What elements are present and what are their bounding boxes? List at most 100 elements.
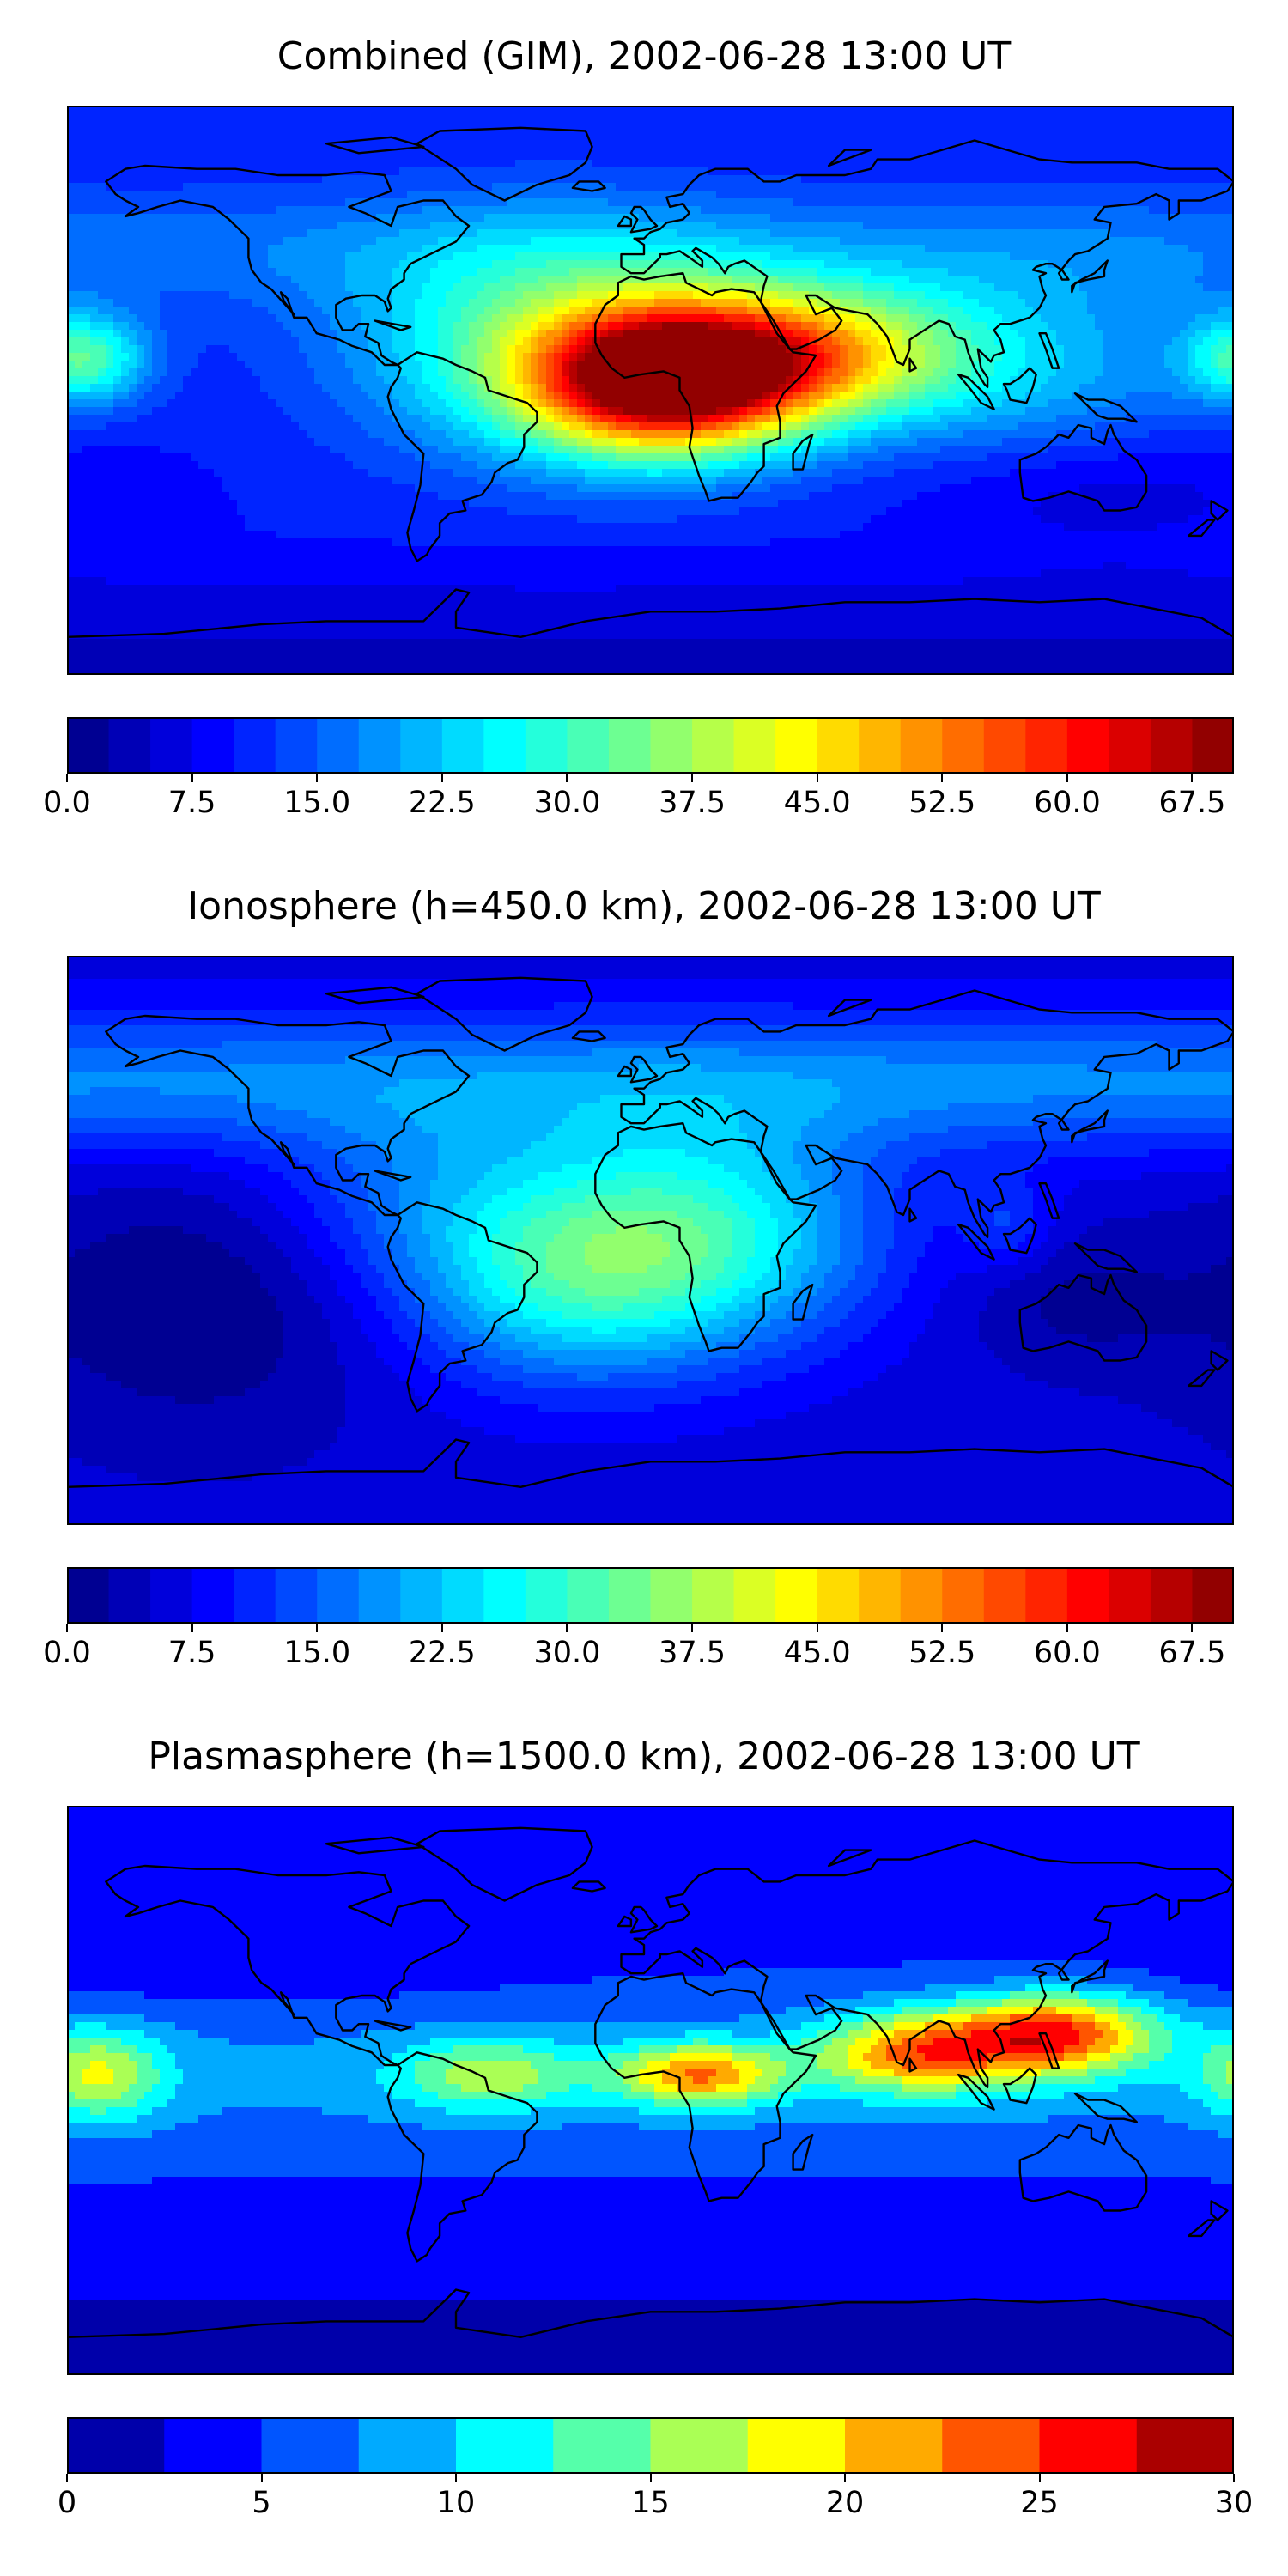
tick-mark <box>66 774 68 782</box>
tick-mark <box>455 2474 457 2482</box>
coastline <box>1188 1369 1216 1388</box>
tick-mark <box>566 774 568 782</box>
colorbar-segment <box>164 2417 263 2474</box>
colorbar-segment <box>108 1567 151 1624</box>
colorbar-segment <box>1150 1567 1194 1624</box>
coastline <box>957 2073 995 2111</box>
colorbar-segment <box>234 717 276 774</box>
coastline <box>620 1839 1234 2088</box>
coastline <box>957 1223 995 1261</box>
colorbar-segment <box>441 1567 484 1624</box>
coastline <box>617 1065 633 1078</box>
coastline <box>792 433 814 471</box>
colorbar-segment <box>150 717 193 774</box>
map-frame <box>67 106 1234 675</box>
colorbar-segment <box>67 1567 110 1624</box>
tick-mark <box>941 774 944 782</box>
colorbar-segment <box>817 1567 860 1624</box>
coastline <box>620 989 1234 1238</box>
colorbar-segment <box>358 717 401 774</box>
tick-label: 22.5 <box>409 786 476 820</box>
colorbar <box>67 717 1234 774</box>
coastline <box>617 1915 633 1928</box>
colorbar-segment <box>150 1567 193 1624</box>
colorbar-segment <box>234 1567 276 1624</box>
colorbar-segment <box>317 1567 360 1624</box>
coastline <box>105 1864 471 2067</box>
coastline <box>629 205 659 234</box>
map-plot <box>67 956 1234 1525</box>
coastline <box>629 1905 659 1934</box>
colorbar-segment <box>275 1567 318 1624</box>
coastline <box>105 1014 471 1217</box>
colorbar-segment <box>650 1567 693 1624</box>
coastline <box>620 139 1234 388</box>
coastline <box>1018 2123 1148 2212</box>
colorbar-ticks: 0.0 7.5 15.0 22.5 30.0 37.5 45.0 52.5 60.0 67.5 <box>0 774 1288 825</box>
colorbar-segment <box>692 1567 735 1624</box>
map-frame <box>67 956 1234 1525</box>
tick-label: 60.0 <box>1034 1636 1101 1670</box>
coastline <box>1210 2200 1229 2221</box>
tick-label: 5 <box>252 2486 270 2520</box>
colorbar-segment <box>859 717 902 774</box>
coastline <box>1188 519 1216 538</box>
colorbar-segment <box>900 717 943 774</box>
coastline <box>1210 500 1229 521</box>
colorbar-segment <box>608 1567 652 1624</box>
coastline <box>1188 2219 1216 2238</box>
coastline <box>1002 1217 1037 1255</box>
tick-label: 0 <box>58 2486 76 2520</box>
tick-label: 52.5 <box>908 786 975 820</box>
coastline <box>1073 392 1138 423</box>
coastline <box>386 2051 538 2263</box>
coastline <box>827 149 872 167</box>
coastline <box>325 1836 425 1855</box>
tick-mark <box>440 1624 443 1632</box>
colorbar-segment <box>191 717 234 774</box>
colorbar-segment <box>983 1567 1026 1624</box>
colorbar-segment <box>400 717 443 774</box>
coastline <box>1038 332 1060 369</box>
colorbar-segment <box>733 1567 776 1624</box>
coastline <box>908 1207 918 1223</box>
colorbar-segment <box>483 1567 526 1624</box>
tick-mark <box>1191 1624 1194 1632</box>
colorbar-segment <box>775 717 818 774</box>
tick-mark <box>440 774 443 782</box>
colorbar-segment <box>261 2417 360 2474</box>
colorbar-segment <box>317 717 360 774</box>
coastline <box>67 2288 1234 2375</box>
colorbar-segment <box>67 717 110 774</box>
colorbar-segment <box>859 1567 902 1624</box>
colorbar-segment <box>692 717 735 774</box>
coastline <box>617 215 633 228</box>
colorbar-segment <box>942 2417 1041 2474</box>
tick-mark <box>66 2474 68 2482</box>
tick-mark <box>691 1624 694 1632</box>
tick-label: 30 <box>1215 2486 1254 2520</box>
coastline <box>792 1283 814 1321</box>
coastline <box>908 2057 918 2073</box>
tick-mark <box>816 774 818 782</box>
colorbar <box>67 2417 1234 2474</box>
coastline <box>416 976 593 1052</box>
tick-mark <box>260 2474 263 2482</box>
coastline <box>827 999 872 1018</box>
colorbar-segment <box>1039 2417 1138 2474</box>
colorbar-segment <box>1136 2417 1234 2474</box>
colorbar-frame <box>67 2417 1234 2474</box>
coastline <box>416 126 593 202</box>
tick-label: 30.0 <box>533 1636 600 1670</box>
colorbar-segment <box>1109 1567 1151 1624</box>
colorbar-segment <box>275 717 318 774</box>
tick-label: 45.0 <box>784 1636 851 1670</box>
colorbar-segment <box>1109 717 1151 774</box>
field-layer <box>67 956 1234 1525</box>
coastline <box>594 272 817 502</box>
coastline <box>908 357 918 373</box>
colorbar-segment <box>845 2417 943 2474</box>
coastline <box>594 1972 817 2202</box>
coastline <box>571 180 606 192</box>
colorbar-segment <box>1192 717 1234 774</box>
